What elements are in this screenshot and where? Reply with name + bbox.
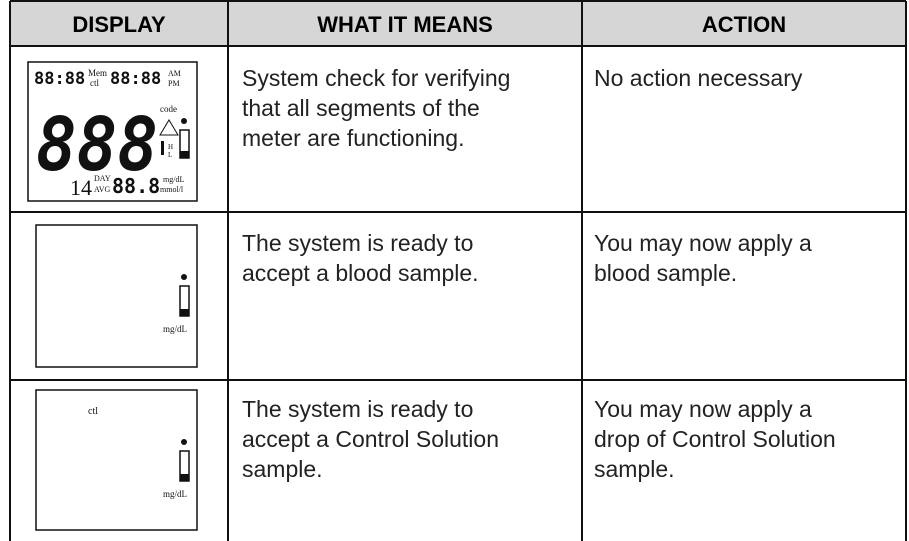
lcd-label: Mem bbox=[88, 68, 107, 78]
lcd-unit: mg/dL bbox=[163, 324, 187, 334]
text-line: You may now apply a bbox=[594, 230, 812, 256]
meaning-text: The system is ready to accept a blood sa… bbox=[242, 230, 480, 286]
lcd-label: L bbox=[168, 151, 172, 159]
lcd-time: 88:88 bbox=[34, 69, 85, 89]
text-line: You may now apply a bbox=[594, 396, 812, 422]
action-text: You may now apply a drop of Control Solu… bbox=[594, 396, 842, 482]
header-cell: DISPLAY bbox=[72, 12, 166, 37]
text-line: meter are functioning. bbox=[242, 125, 464, 151]
action-text: No action necessary bbox=[594, 65, 803, 91]
header-background bbox=[10, 1, 906, 46]
lcd-unit: mg/dL bbox=[163, 175, 184, 184]
lcd-frame bbox=[27, 61, 198, 202]
meaning-text: System check for verifying that all segm… bbox=[242, 65, 517, 151]
strip-icon bbox=[179, 118, 190, 159]
lcd-label: ctl bbox=[90, 78, 99, 88]
lcd-label: ctl bbox=[88, 406, 98, 417]
lcd-label: PM bbox=[168, 79, 180, 88]
lcd-label: DAY bbox=[94, 174, 111, 183]
lcd-time: 88:88 bbox=[110, 69, 161, 89]
lcd-frame bbox=[35, 224, 198, 368]
lcd-days: 14 bbox=[70, 175, 92, 200]
strip-icon bbox=[179, 274, 190, 317]
lcd-main: 888 bbox=[36, 102, 158, 188]
action-text: You may now apply a blood sample. bbox=[594, 230, 818, 286]
text-line: that all segments of the bbox=[242, 95, 480, 121]
text-line: drop of Control Solution bbox=[594, 426, 836, 452]
lcd-label: AM bbox=[168, 69, 181, 78]
text-line: System check for verifying bbox=[242, 65, 510, 91]
warning-icon bbox=[159, 119, 179, 136]
text-line: sample. bbox=[594, 456, 675, 482]
meaning-text: The system is ready to accept a Control … bbox=[242, 396, 505, 482]
header-cell: WHAT IT MEANS bbox=[317, 12, 493, 37]
text-line: The system is ready to bbox=[242, 230, 473, 256]
strip-icon bbox=[179, 439, 190, 482]
text-line: accept a blood sample. bbox=[242, 260, 479, 286]
text-line: The system is ready to bbox=[242, 396, 473, 422]
lcd-avg: 88.8 bbox=[112, 174, 160, 198]
lcd-frame bbox=[35, 389, 198, 531]
lcd-label: AVG bbox=[94, 185, 111, 194]
lcd-unit: mg/dL bbox=[163, 489, 187, 499]
lcd-unit: mmol/l bbox=[160, 185, 184, 194]
lcd-label: H bbox=[168, 143, 173, 151]
text-line: blood sample. bbox=[594, 260, 737, 286]
header-cell: ACTION bbox=[702, 12, 786, 37]
thermometer-icon bbox=[161, 141, 164, 155]
text-line: sample. bbox=[242, 456, 323, 482]
text-line: accept a Control Solution bbox=[242, 426, 499, 452]
table-grid bbox=[9, 0, 907, 541]
text-line: No action necessary bbox=[594, 65, 803, 91]
lcd-label: code bbox=[160, 104, 177, 114]
